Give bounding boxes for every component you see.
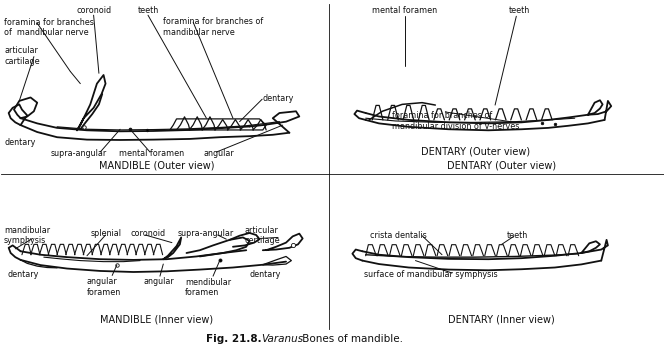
Text: crista dentalis: crista dentalis [370,230,427,239]
Text: Fig. 21.8.: Fig. 21.8. [206,334,262,344]
Text: supra-angular: supra-angular [178,229,234,238]
Text: Bones of mandible.: Bones of mandible. [299,334,403,344]
Text: mendibular
foramen: mendibular foramen [185,278,231,297]
Text: angular
foramen: angular foramen [87,277,121,297]
Text: angular: angular [144,277,174,286]
Text: dentary: dentary [249,270,281,279]
Text: teeth: teeth [508,6,529,15]
Text: Varanus.: Varanus. [261,334,306,344]
Text: articular
cartilage: articular cartilage [4,46,40,66]
Text: coronoid: coronoid [76,6,111,15]
Text: DENTARY (Outer view): DENTARY (Outer view) [447,161,557,171]
Text: mental foramen: mental foramen [372,6,438,15]
Text: articular
certilage: articular certilage [245,226,281,245]
Text: foramina for branches of
mandibular nerve: foramina for branches of mandibular nerv… [164,17,263,37]
Text: dentary: dentary [263,94,294,103]
Text: teeth: teeth [138,6,159,15]
Text: MANDIBLE (Inner view): MANDIBLE (Inner view) [100,314,213,324]
Text: MANDIBLE (Outer view): MANDIBLE (Outer view) [99,161,214,171]
Text: supra-angular: supra-angular [51,149,106,158]
Text: splenial: splenial [90,229,121,238]
Text: coronoid: coronoid [130,229,165,238]
Text: teeth: teeth [507,230,528,239]
Text: dentary: dentary [7,270,39,279]
Text: DENTARY (Outer view): DENTARY (Outer view) [421,147,530,157]
Text: mandibular
symphysis: mandibular symphysis [4,226,50,245]
Text: mental foramen: mental foramen [119,149,184,158]
Text: foramina for branches
of  mandibular nerve: foramina for branches of mandibular nerv… [4,18,94,37]
Text: foramina for branches of
mandibular division of V-nerves: foramina for branches of mandibular divi… [392,111,519,131]
Text: dentary: dentary [4,138,35,147]
Text: surface of mandibular symphysis: surface of mandibular symphysis [364,270,497,279]
Text: DENTARY (Inner view): DENTARY (Inner view) [448,314,555,324]
Text: angular: angular [203,149,234,158]
